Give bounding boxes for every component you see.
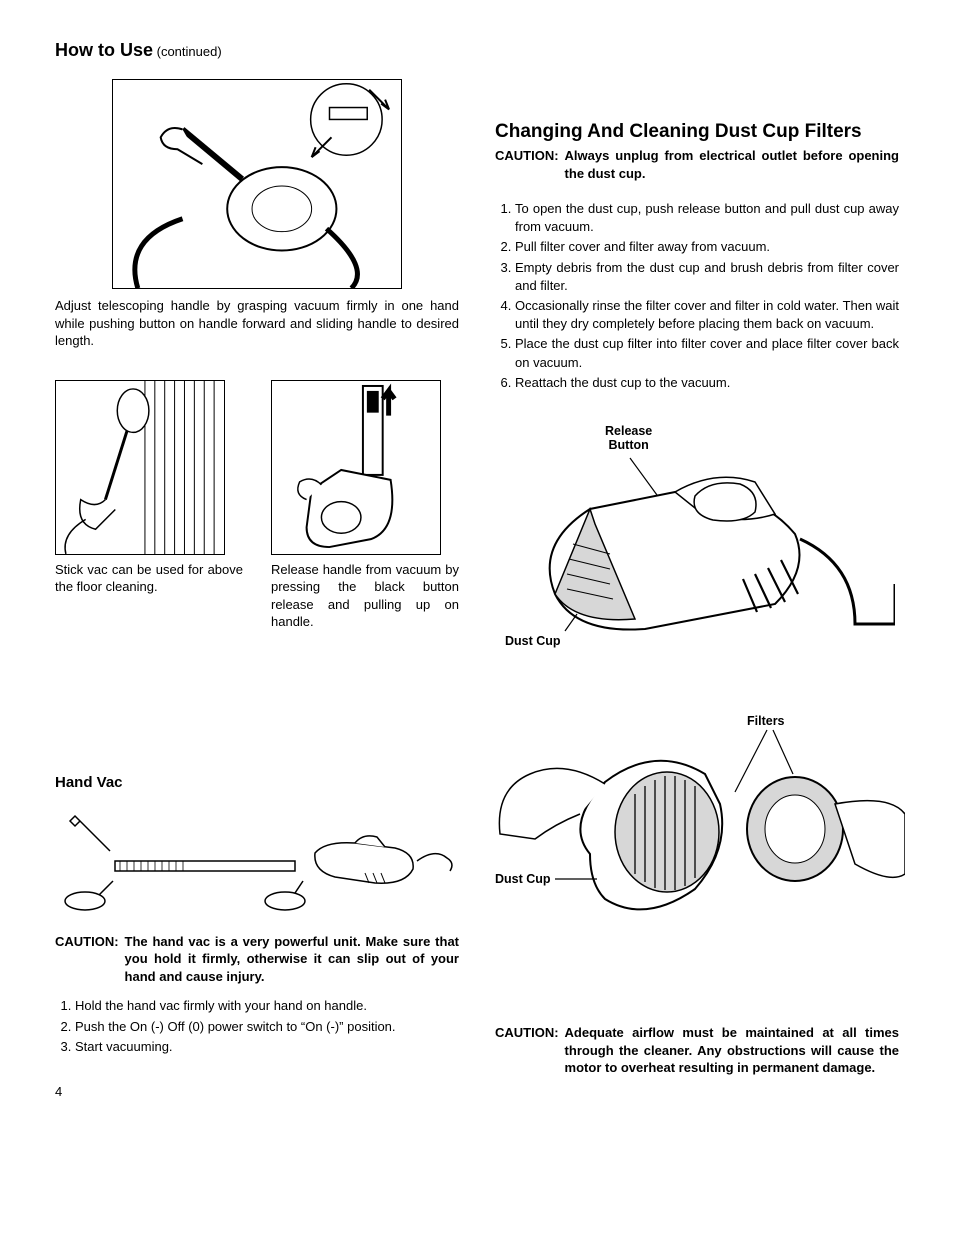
list-item: Hold the hand vac firmly with your hand … [75,997,459,1015]
list-item: Pull filter cover and filter away from v… [515,238,899,256]
page-number: 4 [55,1084,459,1099]
figure-release-handle-caption: Release handle from vacuum by pressing t… [271,561,459,631]
figure-release-button: Release Button Dust Cup [495,424,899,674]
caution-text: The hand vac is a very powerful unit. Ma… [125,933,459,986]
figure-telescoping-handle [112,79,402,289]
list-item: Start vacuuming. [75,1038,459,1056]
caution-label: CAUTION: [495,1024,559,1077]
handvac-heading: Hand Vac [55,774,459,791]
dustcup-caution: CAUTION: Always unplug from electrical o… [495,147,899,182]
callout-dust-cup-2: Dust Cup [495,872,551,886]
list-item: Occasionally rinse the filter cover and … [515,297,899,333]
figure-filters: Filters Dust Cup [495,714,899,964]
dustcup-steps: To open the dust cup, push release butto… [495,200,899,392]
caution-text: Adequate airflow must be maintained at a… [565,1024,899,1077]
handvac-steps: Hold the hand vac firmly with your hand … [55,997,459,1056]
left-column: Adjust telescoping handle by grasping va… [55,79,459,1099]
list-item: Empty debris from the dust cup and brush… [515,259,899,295]
list-item: To open the dust cup, push release butto… [515,200,899,236]
figure-release-handle [271,380,441,555]
handvac-caution: CAUTION: The hand vac is a very powerful… [55,933,459,986]
right-heading: Changing And Cleaning Dust Cup Filters [495,121,899,143]
list-item: Reattach the dust cup to the vacuum. [515,374,899,392]
page-title-main: How to Use [55,40,153,60]
figure-above-floor [55,380,225,555]
handvac-section: Hand Vac [55,774,459,1056]
figure-above-floor-caption: Stick vac can be used for above the floo… [55,561,243,596]
caution-label: CAUTION: [55,933,119,986]
caution-label: CAUTION: [495,147,559,182]
airflow-caution: CAUTION: Adequate airflow must be mainta… [495,1024,899,1077]
two-column-layout: Adjust telescoping handle by grasping va… [55,79,899,1099]
right-column: Changing And Cleaning Dust Cup Filters C… [495,79,899,1099]
figure-handvac-assembly [55,803,459,923]
callout-dust-cup: Dust Cup [505,634,561,648]
list-item: Push the On (-) Off (0) power switch to … [75,1018,459,1036]
page-title-suffix: (continued) [153,44,222,59]
figure-telescoping-caption: Adjust telescoping handle by grasping va… [55,297,459,350]
list-item: Place the dust cup filter into filter co… [515,335,899,371]
caution-text: Always unplug from electrical outlet bef… [565,147,899,182]
page-title: How to Use (continued) [55,40,899,61]
two-up-figures: Stick vac can be used for above the floo… [55,380,459,644]
